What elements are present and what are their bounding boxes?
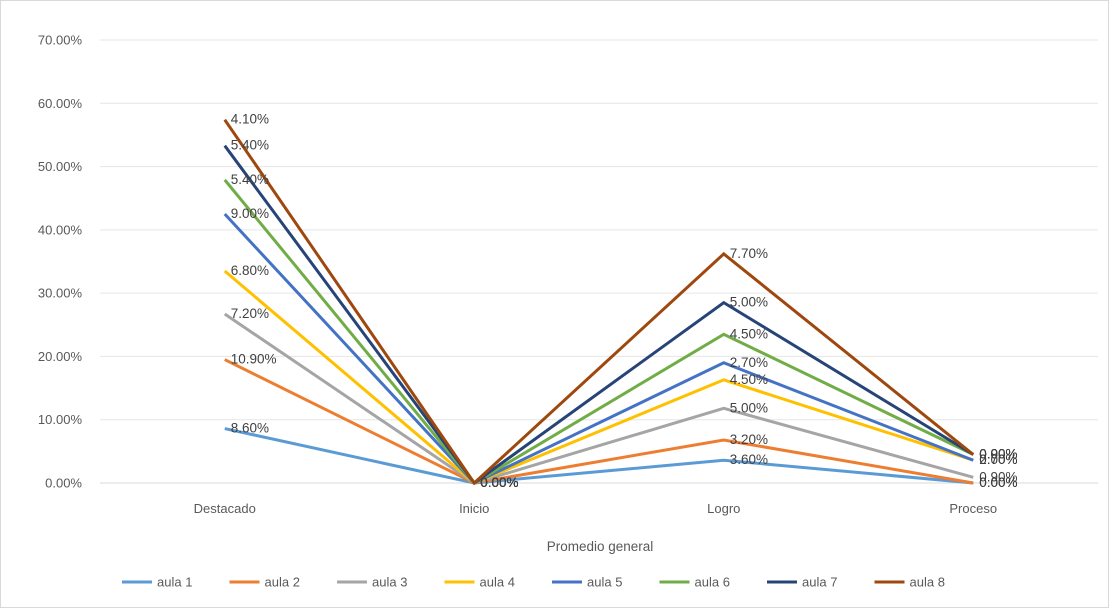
- y-tick-label: 20.00%: [38, 349, 83, 364]
- data-label: 5.40%: [231, 138, 269, 153]
- legend-label: aula 8: [910, 575, 945, 590]
- legend: aula 1 aula 2 aula 3 aula 4 aula 5 aula 6 aula…: [122, 575, 945, 590]
- data-label: 0.00%: [480, 475, 518, 490]
- data-label: 0.00%: [480, 475, 518, 490]
- y-axis-ticks: 0.00% 10.00% 20.00% 30.00% 40.00% 50.00% 60.00…: [38, 33, 83, 491]
- series-line-7: [223, 144, 975, 486]
- data-label: 0.00%: [480, 475, 518, 490]
- data-label: 0.00%: [979, 447, 1017, 462]
- y-tick-label: 0.00%: [45, 476, 82, 491]
- legend-label: aula 7: [802, 575, 837, 590]
- x-tick-label: Destacado: [194, 501, 256, 516]
- data-label: 3.20%: [730, 432, 768, 447]
- y-tick-label: 30.00%: [38, 286, 83, 301]
- y-tick-label: 70.00%: [38, 33, 83, 48]
- data-label: 0.00%: [480, 475, 518, 490]
- x-axis-title: Promedio general: [547, 539, 654, 554]
- data-label: 0.00%: [979, 447, 1017, 462]
- data-label: 7.20%: [231, 306, 269, 321]
- data-label: 0.00%: [979, 475, 1017, 490]
- data-label: 0.00%: [480, 475, 518, 490]
- data-label: 2.70%: [730, 355, 768, 370]
- data-labels: 8.60% 0.00% 3.60% 0.00% 10.90% 0.00% 3.20% 0.00…: [231, 112, 1018, 490]
- x-tick-label: Inicio: [459, 501, 489, 516]
- data-label: 10.90%: [231, 352, 277, 367]
- x-tick-label: Proceso: [949, 501, 997, 516]
- legend-label: aula 2: [265, 575, 300, 590]
- series-line-8: [223, 118, 975, 486]
- series-line-4: [223, 269, 974, 485]
- legend-label: aula 3: [372, 575, 407, 590]
- data-label: 0.90%: [979, 469, 1017, 484]
- series-line-5: [223, 213, 974, 485]
- data-label: 4.50%: [730, 326, 768, 341]
- legend-label: aula 5: [587, 575, 622, 590]
- data-label: 2.70%: [979, 452, 1017, 467]
- data-label: 0.00%: [480, 475, 518, 490]
- data-label: 0.00%: [480, 475, 518, 490]
- series-line-2: [224, 358, 974, 485]
- legend-label: aula 6: [695, 575, 730, 590]
- data-label: 3.60%: [730, 452, 768, 467]
- x-axis-ticks: Destacado Inicio Logro Proceso: [194, 501, 997, 516]
- data-label: 5.40%: [231, 172, 269, 187]
- data-label: 4.10%: [231, 112, 269, 127]
- data-label: 0.90%: [979, 447, 1017, 462]
- x-tick-label: Logro: [707, 501, 740, 516]
- data-label: 9.00%: [231, 206, 269, 221]
- data-label: 5.00%: [730, 295, 768, 310]
- series-lines: [223, 118, 975, 486]
- y-tick-label: 10.00%: [38, 412, 83, 427]
- data-label: 4.50%: [730, 372, 768, 387]
- series-line-6: [223, 178, 974, 485]
- data-label: 6.80%: [231, 263, 269, 278]
- legend-label: aula 4: [480, 575, 515, 590]
- legend-label: aula 1: [157, 575, 192, 590]
- y-tick-label: 60.00%: [38, 96, 83, 111]
- y-tick-label: 40.00%: [38, 222, 83, 237]
- data-label: 0.00%: [979, 452, 1017, 467]
- data-label: 0.00%: [979, 475, 1017, 490]
- data-label: 8.60%: [231, 421, 269, 436]
- data-label: 7.70%: [730, 246, 768, 261]
- series-line-1: [224, 427, 974, 485]
- data-label: 0.00%: [480, 475, 518, 490]
- y-tick-label: 50.00%: [38, 159, 83, 174]
- data-label: 5.00%: [730, 400, 768, 415]
- series-line-3: [223, 312, 974, 485]
